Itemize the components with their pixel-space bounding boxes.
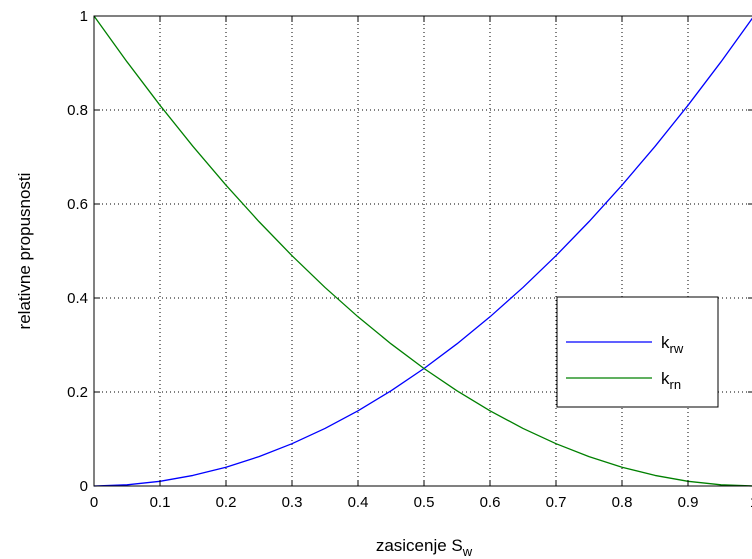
y-tick-label: 0.4 bbox=[67, 290, 88, 307]
x-tick-label: 0.4 bbox=[348, 494, 369, 511]
x-tick-label: 0.9 bbox=[678, 494, 699, 511]
x-axis-label-main: zasicenje S bbox=[376, 536, 463, 555]
y-tick-label: 1 bbox=[80, 8, 88, 25]
x-axis-label: zasicenje Sw bbox=[376, 536, 473, 559]
x-tick-label: 0.8 bbox=[612, 494, 633, 511]
y-axis-label: relativne propusnosti bbox=[15, 173, 34, 330]
legend: krw krn bbox=[556, 296, 719, 408]
x-tick-label: 0.1 bbox=[150, 494, 171, 511]
plot-background bbox=[94, 16, 752, 486]
legend-box bbox=[556, 296, 719, 408]
y-tick-label: 0.6 bbox=[67, 196, 88, 213]
x-tick-label: 0 bbox=[90, 494, 98, 511]
y-tick-label: 0.8 bbox=[67, 102, 88, 119]
legend-label-krn: krn bbox=[661, 369, 681, 392]
x-tick-label: 0.5 bbox=[414, 494, 435, 511]
x-tick-label: 0.3 bbox=[282, 494, 303, 511]
data-series bbox=[93, 15, 752, 487]
legend-label-krw: krw bbox=[661, 333, 684, 356]
series-line-krn bbox=[93, 15, 752, 487]
x-tick-label: 1 bbox=[750, 494, 752, 511]
x-tick-label: 0.6 bbox=[480, 494, 501, 511]
x-axis-label-sub: w bbox=[462, 544, 473, 559]
y-tick-label: 0.2 bbox=[67, 384, 88, 401]
x-tick-label: 0.2 bbox=[216, 494, 237, 511]
axis-ticks: 0 0.1 0.2 0.3 0.4 0.5 0.6 0.7 0.8 0.9 1 0 0.2 0.4 0.6 0… bbox=[67, 8, 752, 511]
x-tick-label: 0.7 bbox=[546, 494, 567, 511]
y-tick-label: 0 bbox=[80, 478, 88, 495]
